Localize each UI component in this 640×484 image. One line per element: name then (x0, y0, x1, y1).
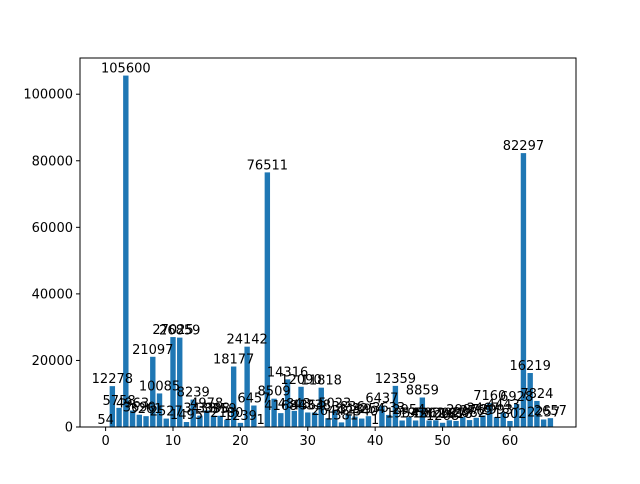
x-tick-label: 60 (502, 434, 519, 449)
bar-value-label: 16219 (509, 359, 550, 374)
y-tick-label: 60000 (32, 221, 73, 236)
bar-value-label: 26859 (159, 324, 200, 339)
bar-value-label: 8859 (406, 384, 439, 399)
bar (305, 412, 310, 427)
bar (359, 419, 364, 427)
bar (164, 419, 169, 427)
x-tick-label: 10 (165, 434, 182, 449)
bar-value-label: 11818 (301, 374, 342, 389)
bar-value-label: 7824 (520, 387, 553, 402)
y-tick-label: 100000 (23, 88, 73, 103)
bar (541, 419, 546, 427)
bar-value-label: 1239 (224, 409, 257, 424)
bar-value-label: 21097 (132, 343, 173, 358)
bar (521, 153, 526, 427)
bar-value-label: 76511 (247, 158, 288, 173)
bar-value-label: 54 (97, 413, 114, 428)
x-tick-label: 50 (434, 434, 451, 449)
x-tick-label: 40 (367, 434, 384, 449)
bar-value-label: 24142 (226, 333, 267, 348)
y-tick-label: 40000 (32, 287, 73, 302)
x-tick-label: 30 (300, 434, 317, 449)
bar (143, 416, 148, 427)
bar-value-label: 1 (256, 413, 264, 428)
x-tick-label: 20 (232, 434, 249, 449)
bar-value-label: 10085 (139, 379, 180, 394)
bar-value-label: 12278 (92, 372, 133, 387)
x-tick-label: 0 (101, 434, 109, 449)
y-tick-label: 20000 (32, 354, 73, 369)
y-tick-label: 0 (65, 421, 73, 436)
bar-value-label: 2657 (534, 404, 567, 419)
bar (278, 413, 283, 427)
y-tick-label: 80000 (32, 154, 73, 169)
bar-value-label: 1802 (493, 407, 526, 422)
bar-value-label: 105600 (101, 62, 151, 77)
bar-value-label: 82297 (503, 139, 544, 154)
bar-value-label: 18177 (213, 353, 254, 368)
